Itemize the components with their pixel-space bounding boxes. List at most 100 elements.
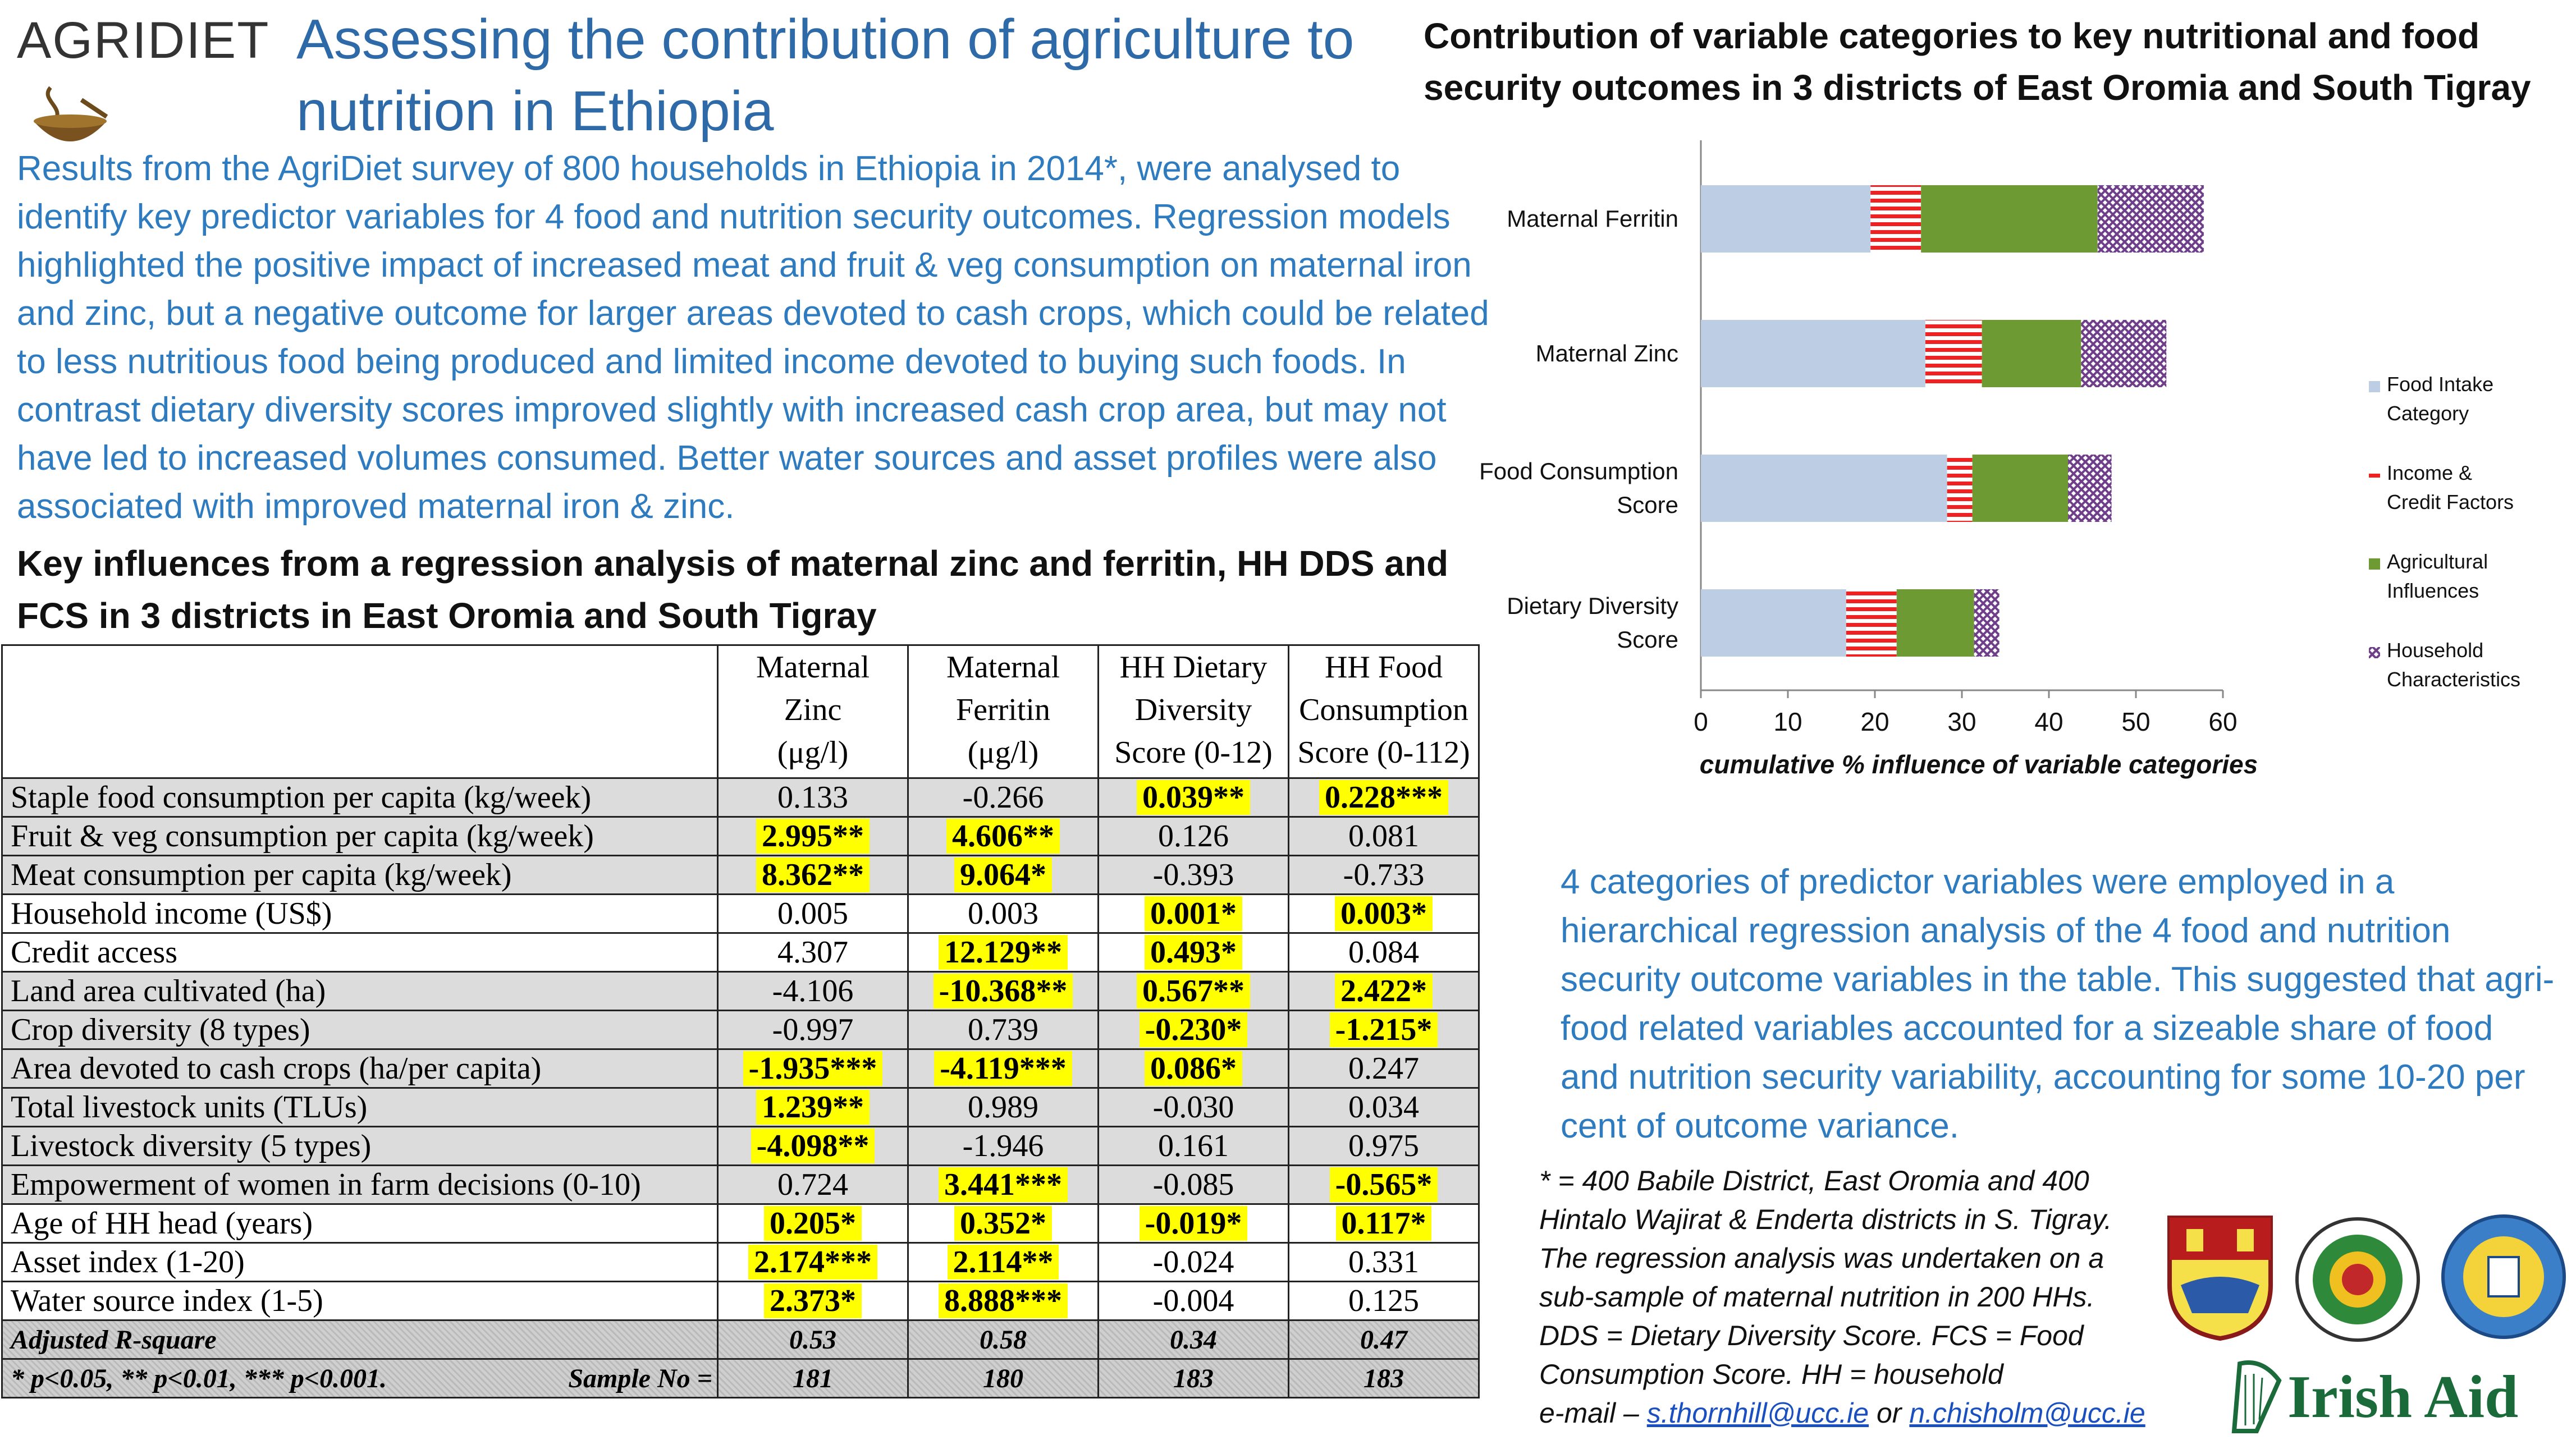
legend-label: Food Intake bbox=[2387, 373, 2493, 396]
row-label: Asset index (1-20) bbox=[1, 1242, 719, 1282]
significant-coefficient: -1.215* bbox=[1329, 1012, 1438, 1047]
coefficient-cell: -1.215* bbox=[1288, 1010, 1480, 1050]
bar-segment bbox=[1974, 589, 2000, 657]
legend-swatch bbox=[2369, 470, 2380, 481]
significant-coefficient: 4.606** bbox=[946, 819, 1060, 854]
coefficient-value: -0.024 bbox=[1152, 1245, 1234, 1280]
legend-label: Income & bbox=[2387, 461, 2472, 484]
row-label: Meat consumption per capita (kg/week) bbox=[1, 855, 719, 895]
significant-coefficient: 0.228*** bbox=[1319, 780, 1448, 815]
legend-label: Category bbox=[2387, 402, 2469, 425]
coefficient-cell: -0.004 bbox=[1097, 1281, 1289, 1321]
coefficient-cell: 0.086* bbox=[1097, 1048, 1289, 1089]
legend-label: Influences bbox=[2387, 579, 2479, 602]
bar-segment bbox=[1846, 589, 1897, 657]
row-label: Age of HH head (years) bbox=[1, 1203, 719, 1244]
irish-aid-logo: Irish Aid bbox=[2223, 1358, 2571, 1437]
category-label: Food Consumption bbox=[1479, 458, 1678, 484]
footer-label-text: Adjusted R-square bbox=[11, 1324, 217, 1355]
coefficient-cell: 0.724 bbox=[717, 1164, 909, 1205]
footer-label: * p<0.05, ** p<0.01, *** p<0.001. Sample … bbox=[1, 1358, 719, 1398]
column-header: Maternal Ferritin (μg/l) bbox=[907, 644, 1099, 779]
coefficient-cell: 2.995** bbox=[717, 816, 909, 856]
table-row: Area devoted to cash crops (ha/per capit… bbox=[1, 1048, 1480, 1089]
coefficient-cell: 0.975 bbox=[1288, 1126, 1480, 1166]
column-header: HH Dietary Diversity Score (0-12) bbox=[1097, 644, 1289, 779]
legend-swatch bbox=[2369, 381, 2380, 392]
intro-paragraph: Results from the AgriDiet survey of 800 … bbox=[17, 149, 1489, 526]
coefficient-value: 0.126 bbox=[1158, 819, 1229, 854]
coefficient-cell: 0.117* bbox=[1288, 1203, 1480, 1244]
significant-coefficient: 0.493* bbox=[1145, 935, 1242, 970]
chart-title: Contribution of variable categories to k… bbox=[1424, 16, 2531, 108]
table-row: Household income (US$) 0.005 0.003 0.001* 0.… bbox=[1, 893, 1480, 934]
table-footer-row: Adjusted R-square 0.53 0.58 0.34 0.47 bbox=[1, 1319, 1480, 1360]
coefficient-value: 0.989 bbox=[968, 1090, 1038, 1125]
coefficient-cell: 0.003 bbox=[907, 893, 1099, 934]
coefficient-value: 0.975 bbox=[1348, 1129, 1419, 1163]
bar-segment bbox=[1701, 320, 1925, 387]
category-label: Maternal Ferritin bbox=[1507, 205, 1678, 232]
row-label: Fruit & veg consumption per capita (kg/w… bbox=[1, 816, 719, 856]
row-label: Staple food consumption per capita (kg/w… bbox=[1, 777, 719, 818]
email-link-chisholm[interactable]: n.chisholm@ucc.ie bbox=[1909, 1397, 2145, 1429]
significant-coefficient: 2.114** bbox=[947, 1245, 1059, 1280]
email-separator: or bbox=[1869, 1397, 1910, 1429]
table-row: Empowerment of women in farm decisions (… bbox=[1, 1164, 1480, 1205]
legend-label: Characteristics bbox=[2387, 668, 2520, 691]
table-corner-cell bbox=[1, 644, 719, 779]
significant-coefficient: 2.373* bbox=[764, 1283, 862, 1318]
coefficient-value: 0.331 bbox=[1348, 1245, 1419, 1280]
coefficient-cell: -0.997 bbox=[717, 1010, 909, 1050]
x-tick-label: 10 bbox=[1773, 707, 1802, 736]
coefficient-cell: -0.085 bbox=[1097, 1164, 1289, 1205]
agridiet-logo: AGRIDIET bbox=[17, 11, 268, 157]
bar-segment bbox=[2081, 320, 2167, 387]
coefficient-cell: 8.888*** bbox=[907, 1281, 1099, 1321]
coefficient-value: -0.004 bbox=[1152, 1283, 1234, 1318]
coefficient-value: 0.003 bbox=[968, 896, 1038, 931]
significant-coefficient: -0.230* bbox=[1139, 1012, 1248, 1047]
coefficient-cell: 0.126 bbox=[1097, 816, 1289, 856]
significant-coefficient: 2.422* bbox=[1335, 974, 1433, 1008]
bar-segment bbox=[1701, 185, 1871, 253]
coefficient-cell: 12.129** bbox=[907, 932, 1099, 973]
coefficient-cell: 8.362** bbox=[717, 855, 909, 895]
significant-coefficient: -4.119*** bbox=[934, 1051, 1072, 1086]
coefficient-cell: 4.307 bbox=[717, 932, 909, 973]
coefficient-value: -4.106 bbox=[772, 974, 854, 1008]
table-row: Total livestock units (TLUs) 1.239** 0.989… bbox=[1, 1087, 1480, 1127]
bar-segment bbox=[1896, 589, 1974, 657]
significant-coefficient: -10.368** bbox=[933, 974, 1073, 1008]
coefficient-cell: -0.019* bbox=[1097, 1203, 1289, 1244]
table-row: Fruit & veg consumption per capita (kg/w… bbox=[1, 816, 1480, 856]
table-row: Credit access 4.307 12.129** 0.493* 0.084 bbox=[1, 932, 1480, 973]
significant-coefficient: 8.888*** bbox=[939, 1283, 1068, 1318]
x-tick-label: 0 bbox=[1694, 707, 1708, 736]
coefficient-value: -0.393 bbox=[1152, 858, 1234, 892]
footer-value: 0.34 bbox=[1097, 1319, 1289, 1360]
x-tick-label: 30 bbox=[1947, 707, 1976, 736]
significant-coefficient: -0.019* bbox=[1139, 1206, 1248, 1241]
coefficient-cell: 0.034 bbox=[1288, 1087, 1480, 1127]
x-tick-label: 40 bbox=[2034, 707, 2063, 736]
significant-coefficient: 2.995** bbox=[756, 819, 870, 854]
coefficient-cell: 2.174*** bbox=[717, 1242, 909, 1282]
category-label: Maternal Zinc bbox=[1536, 340, 1678, 366]
irish-aid-text: Irish Aid bbox=[2287, 1364, 2519, 1430]
significant-coefficient: 3.441*** bbox=[939, 1167, 1068, 1202]
coefficient-value: 0.133 bbox=[777, 780, 848, 815]
significant-coefficient: 0.352* bbox=[954, 1206, 1052, 1241]
footer-value: 180 bbox=[907, 1358, 1099, 1398]
table-row: Age of HH head (years) 0.205* 0.352* -0.019… bbox=[1, 1203, 1480, 1244]
significant-coefficient: 8.362** bbox=[756, 858, 870, 892]
bar-segment bbox=[2097, 185, 2204, 253]
email-link-thornhill[interactable]: s.thornhill@ucc.ie bbox=[1646, 1397, 1869, 1429]
legend-swatch bbox=[2369, 558, 2380, 570]
bar-segment bbox=[1982, 320, 2081, 387]
table-row: Land area cultivated (ha) -4.106 -10.368**… bbox=[1, 971, 1480, 1011]
coefficient-value: 0.034 bbox=[1348, 1090, 1419, 1125]
coefficient-cell: -0.393 bbox=[1097, 855, 1289, 895]
bar-segment bbox=[1972, 455, 2069, 522]
coefficient-cell: 0.247 bbox=[1288, 1048, 1480, 1089]
